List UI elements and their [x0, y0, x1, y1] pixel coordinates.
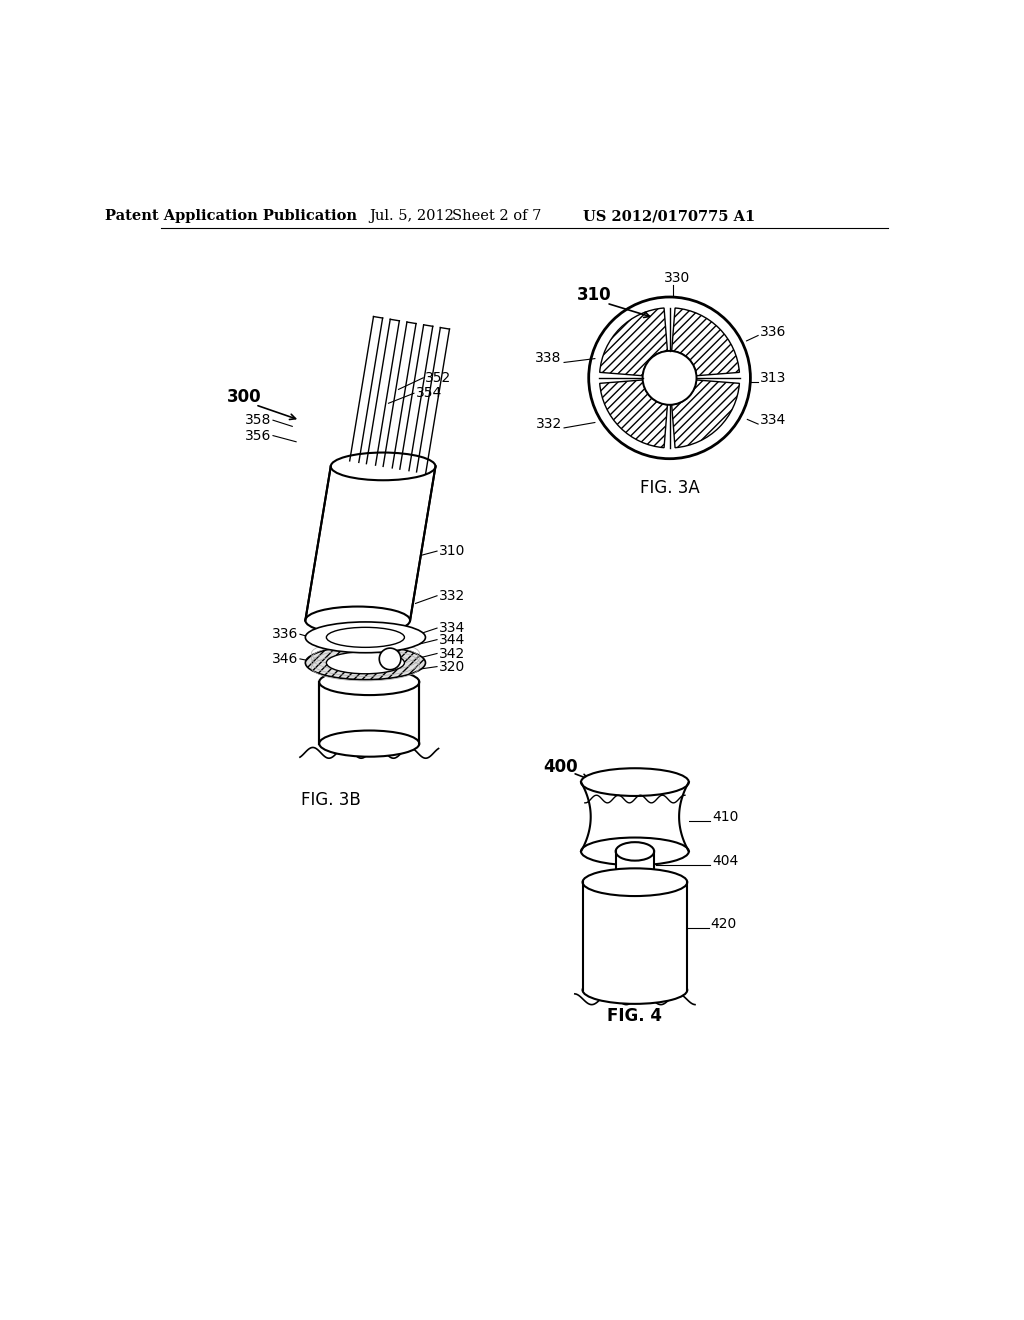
Polygon shape — [581, 781, 689, 851]
Text: 330: 330 — [665, 271, 690, 285]
Text: 313: 313 — [760, 371, 786, 384]
Text: 320: 320 — [438, 660, 465, 673]
Ellipse shape — [331, 453, 435, 480]
Text: 346: 346 — [272, 652, 298, 665]
Text: US 2012/0170775 A1: US 2012/0170775 A1 — [584, 209, 756, 223]
Polygon shape — [305, 466, 435, 620]
Ellipse shape — [305, 607, 410, 635]
Text: 334: 334 — [438, 622, 465, 635]
Circle shape — [379, 648, 400, 669]
Ellipse shape — [581, 768, 689, 796]
Text: 334: 334 — [760, 413, 785, 428]
Text: FIG. 4: FIG. 4 — [607, 1007, 663, 1024]
Ellipse shape — [319, 730, 419, 756]
Text: 354: 354 — [416, 387, 441, 400]
Text: 304: 304 — [354, 669, 381, 682]
Polygon shape — [615, 851, 654, 882]
Circle shape — [643, 351, 696, 405]
Circle shape — [589, 297, 751, 459]
Text: 338: 338 — [330, 610, 356, 623]
Text: 358: 358 — [245, 413, 271, 428]
Text: 310: 310 — [577, 286, 611, 305]
Ellipse shape — [305, 645, 425, 680]
Wedge shape — [672, 380, 739, 447]
Text: 332: 332 — [438, 589, 465, 603]
Text: Jul. 5, 2012: Jul. 5, 2012 — [370, 209, 454, 223]
Text: 338: 338 — [536, 351, 562, 366]
Text: 310: 310 — [438, 544, 465, 558]
Text: 336: 336 — [272, 627, 298, 642]
Text: 356: 356 — [245, 429, 271, 442]
Ellipse shape — [581, 837, 689, 866]
Text: 400: 400 — [543, 758, 578, 776]
Text: 348: 348 — [319, 669, 345, 682]
Text: Patent Application Publication: Patent Application Publication — [104, 209, 356, 223]
Ellipse shape — [615, 842, 654, 861]
Text: 410: 410 — [712, 809, 738, 824]
Text: 344: 344 — [438, 632, 465, 647]
Wedge shape — [600, 308, 668, 376]
Text: Sheet 2 of 7: Sheet 2 of 7 — [452, 209, 541, 223]
Text: FIG. 3B: FIG. 3B — [301, 791, 360, 809]
Ellipse shape — [583, 869, 687, 896]
Ellipse shape — [615, 873, 654, 891]
Text: 332: 332 — [536, 417, 562, 430]
Polygon shape — [319, 682, 419, 743]
Ellipse shape — [583, 977, 687, 1003]
Text: 404: 404 — [712, 854, 738, 869]
Ellipse shape — [327, 652, 404, 673]
Text: 300: 300 — [227, 388, 262, 407]
Text: 352: 352 — [425, 371, 451, 385]
Wedge shape — [600, 380, 668, 447]
Text: 336: 336 — [760, 325, 786, 338]
Text: FIG. 3A: FIG. 3A — [640, 479, 699, 498]
Text: 342: 342 — [438, 647, 465, 660]
Ellipse shape — [319, 669, 419, 696]
Ellipse shape — [305, 622, 425, 653]
Ellipse shape — [327, 627, 404, 647]
Text: 420: 420 — [711, 917, 736, 932]
Wedge shape — [672, 308, 739, 376]
Polygon shape — [583, 882, 687, 990]
